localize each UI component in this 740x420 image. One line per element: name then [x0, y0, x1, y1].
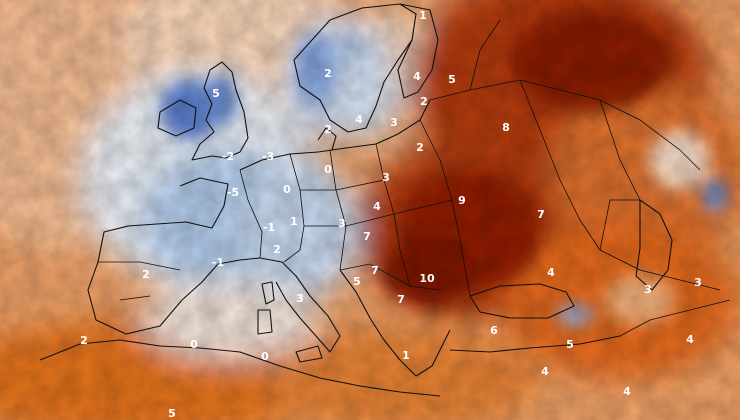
value-label: 7	[537, 208, 545, 221]
value-label: 7	[363, 230, 371, 243]
value-label: 10	[419, 272, 435, 285]
value-label: 2	[324, 123, 332, 136]
value-label: 1	[290, 215, 298, 228]
value-label: 3	[382, 171, 390, 184]
value-label: 8	[502, 121, 510, 134]
value-label: 7	[397, 293, 405, 306]
value-label: 4	[541, 365, 549, 378]
value-label: 6	[490, 324, 498, 337]
value-label: -1	[212, 256, 224, 269]
value-label: 0	[190, 338, 198, 351]
value-label: 7	[371, 264, 379, 277]
value-label: 3	[390, 116, 398, 129]
value-label: 1	[419, 9, 427, 22]
value-label: 4	[373, 200, 381, 213]
coastlines	[39, 3, 673, 397]
value-labels: 1 2 4 5 2 4 3 2 8 5 -5 -2 0 0 -3 3 4 2 9…	[80, 9, 702, 420]
value-label: 3	[694, 276, 702, 289]
value-label: 2	[416, 141, 424, 154]
value-label: -1	[263, 221, 275, 234]
value-label: 0	[261, 350, 269, 363]
value-label: 2	[273, 243, 281, 256]
value-label: 5	[566, 338, 574, 351]
value-label: 4	[547, 266, 555, 279]
value-label: 9	[458, 194, 466, 207]
value-label: 0	[324, 163, 332, 176]
value-label: 2	[142, 268, 150, 281]
value-label: 5	[353, 275, 361, 288]
value-label: 3	[644, 283, 652, 296]
value-label: 5	[212, 87, 220, 100]
value-label: -5	[227, 186, 239, 199]
value-label: 2	[420, 95, 428, 108]
value-label: 4	[355, 113, 363, 126]
value-label: 1	[402, 349, 410, 362]
value-label: 0	[283, 183, 291, 196]
value-label: 5	[448, 73, 456, 86]
value-label: 2	[324, 67, 332, 80]
value-label: 3	[338, 217, 346, 230]
value-label: 3	[296, 292, 304, 305]
value-label: 4	[623, 385, 631, 398]
value-label: -2	[222, 150, 234, 163]
value-label: -3	[262, 150, 274, 163]
value-label: 2	[80, 334, 88, 347]
value-label: 5	[168, 407, 176, 420]
borders	[98, 19, 731, 337]
value-label: 4	[686, 333, 694, 346]
value-label: 4	[413, 70, 421, 83]
